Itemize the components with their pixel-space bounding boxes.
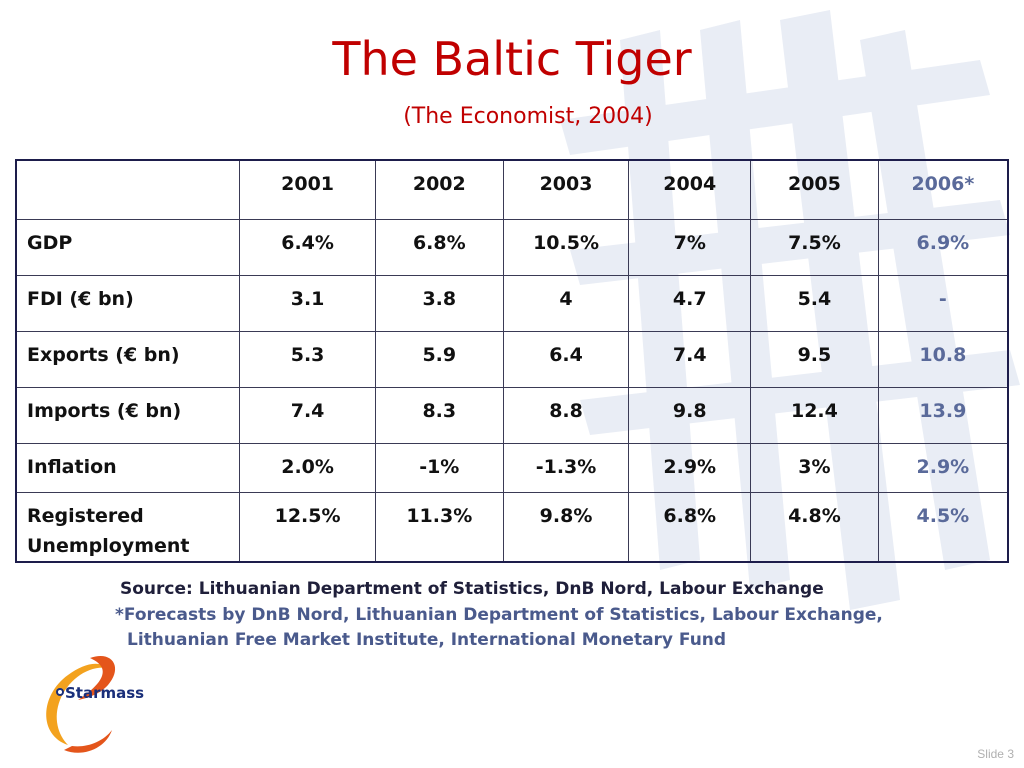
table-cell: 4.8%	[750, 492, 879, 563]
table-cell: 7.4	[239, 387, 376, 444]
row-label: Exports (€ bn)	[15, 331, 241, 388]
table-cell: 5.4	[750, 275, 879, 332]
table-cell: 12.4	[750, 387, 879, 444]
row-label: GDP	[15, 219, 241, 276]
year-header: 2004	[628, 159, 752, 220]
table-cell: 3%	[750, 443, 879, 493]
table-cell: 6.4	[502, 331, 630, 388]
row-label-line: Unemployment	[27, 535, 190, 557]
table-cell: 7.4	[628, 331, 752, 388]
table-cell: 7%	[628, 219, 752, 276]
forecast-note: *Forecasts by DnB Nord, Lithuanian Depar…	[115, 603, 883, 653]
year-header: 2002	[374, 159, 504, 220]
corner-cell	[15, 159, 241, 220]
table-cell: -1.3%	[502, 443, 630, 493]
table-cell: 9.5	[750, 331, 879, 388]
table-row-unemployment: Registered Unemployment 12.5% 11.3% 9.8%…	[15, 492, 1009, 563]
table-cell: 12.5%	[239, 492, 376, 563]
table-cell: 7.5%	[750, 219, 879, 276]
year-header: 2005	[750, 159, 879, 220]
table-cell: 8.3	[374, 387, 504, 444]
forecast-note-line: *Forecasts by DnB Nord, Lithuanian Depar…	[115, 605, 883, 625]
forecast-cell: 2.9%	[877, 443, 1009, 493]
table-cell: 5.9	[374, 331, 504, 388]
table-header-row: 2001 2002 2003 2004 2005 2006*	[15, 159, 1009, 220]
table-cell: 2.9%	[628, 443, 752, 493]
row-label: Registered Unemployment	[15, 492, 241, 563]
year-header: 2001	[239, 159, 376, 220]
forecast-year-header: 2006*	[877, 159, 1009, 220]
table-cell: 6.4%	[239, 219, 376, 276]
forecast-note-line: Lithuanian Free Market Institute, Intern…	[127, 630, 727, 650]
table-cell: 6.8%	[374, 219, 504, 276]
table-cell: 9.8	[628, 387, 752, 444]
forecast-cell: 6.9%	[877, 219, 1009, 276]
table-cell: 6.8%	[628, 492, 752, 563]
source-note: Source: Lithuanian Department of Statist…	[120, 579, 824, 599]
table-cell: -1%	[374, 443, 504, 493]
table-cell: 3.8	[374, 275, 504, 332]
table-cell: 3.1	[239, 275, 376, 332]
table-cell: 2.0%	[239, 443, 376, 493]
logo-text: Starmass	[65, 684, 145, 702]
row-label: Inflation	[15, 443, 241, 493]
table-cell: 8.8	[502, 387, 630, 444]
forecast-cell: 10.8	[877, 331, 1009, 388]
economic-indicators-table: 2001 2002 2003 2004 2005 2006* GDP 6.4% …	[15, 159, 1009, 563]
row-label: FDI (€ bn)	[15, 275, 241, 332]
forecast-cell: 13.9	[877, 387, 1009, 444]
table-row-fdi: FDI (€ bn) 3.1 3.8 4 4.7 5.4 -	[15, 275, 1009, 332]
starmass-swirl-logo-icon	[46, 656, 116, 753]
slide-number: Slide 3	[977, 747, 1014, 761]
slide-title: The Baltic Tiger	[332, 32, 692, 86]
row-label-line: Registered	[27, 505, 144, 527]
table-cell: 9.8%	[502, 492, 630, 563]
forecast-cell: -	[877, 275, 1009, 332]
table-cell: 5.3	[239, 331, 376, 388]
table-row-imports: Imports (€ bn) 7.4 8.3 8.8 9.8 12.4 13.9	[15, 387, 1009, 444]
table-cell: 10.5%	[502, 219, 630, 276]
table-row-gdp: GDP 6.4% 6.8% 10.5% 7% 7.5% 6.9%	[15, 219, 1009, 276]
year-header: 2003	[502, 159, 630, 220]
row-label: Imports (€ bn)	[15, 387, 241, 444]
table-cell: 4.7	[628, 275, 752, 332]
table-cell: 11.3%	[374, 492, 504, 563]
forecast-cell: 4.5%	[877, 492, 1009, 563]
table-row-inflation: Inflation 2.0% -1% -1.3% 2.9% 3% 2.9%	[15, 443, 1009, 493]
table-cell: 4	[502, 275, 630, 332]
slide-subtitle: (The Economist, 2004)	[403, 104, 653, 129]
table-row-exports: Exports (€ bn) 5.3 5.9 6.4 7.4 9.5 10.8	[15, 331, 1009, 388]
